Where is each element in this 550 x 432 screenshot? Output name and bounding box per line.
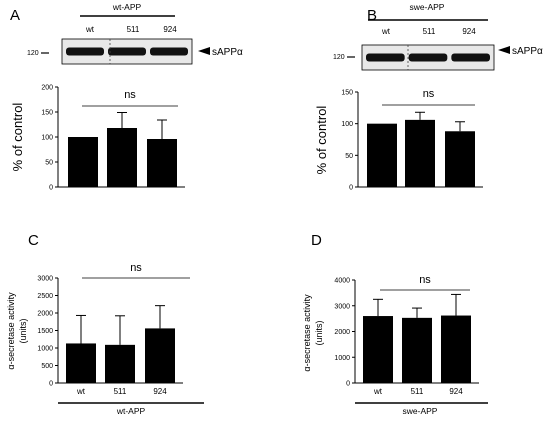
significance-label: ns [130, 262, 142, 274]
lane-label: 924 [462, 27, 476, 36]
y-tick-label: 3000 [334, 303, 350, 310]
blot-band [451, 53, 490, 62]
bar [445, 131, 475, 187]
bar [145, 328, 175, 383]
bar [363, 316, 393, 383]
band-arrow-icon [198, 47, 210, 55]
band-label: sAPPα [512, 46, 543, 57]
construct-label: swe-APP [403, 406, 438, 416]
y-tick-label: 100 [41, 135, 53, 142]
x-tick-label: wt [76, 387, 86, 396]
y-tick-label: 1000 [37, 346, 53, 353]
blot-band [108, 47, 146, 56]
y-tick-label: 4000 [334, 278, 350, 285]
y-tick-label: 2500 [37, 293, 53, 300]
construct-label: wt-APP [116, 406, 146, 416]
y-tick-label: 50 [45, 160, 53, 167]
lane-label: 511 [127, 25, 140, 34]
significance-label: ns [124, 89, 136, 101]
y-tick-label: 150 [341, 90, 353, 97]
blot-band [150, 47, 188, 56]
y-tick-label: 500 [41, 363, 53, 370]
y-tick-label: 0 [49, 381, 53, 388]
x-tick-label: 924 [153, 387, 167, 396]
y-tick-label: 1500 [37, 328, 53, 335]
x-tick-label: 511 [114, 387, 127, 396]
band-label: sAPPα [212, 47, 243, 58]
y-tick-label: 0 [346, 381, 350, 388]
y-axis-label: % of control [10, 103, 25, 172]
bar [441, 315, 471, 383]
bar [367, 123, 397, 187]
construct-label: wt-APP [112, 2, 142, 12]
mw-marker: 120 [27, 50, 39, 57]
y-tick-label: 100 [341, 121, 353, 128]
lane-label: wt [381, 27, 391, 36]
y-axis-label: α-secretase activity [302, 294, 312, 372]
y-tick-label: 2000 [334, 329, 350, 336]
bar [147, 139, 177, 187]
panel-letter: D [311, 232, 322, 249]
panel-letter: B [367, 7, 377, 24]
panel-d: D 0 1000 2000 3000 4000 ns α-secretase activity… [302, 232, 488, 416]
bar [66, 343, 96, 383]
lane-label: wt [85, 25, 95, 34]
y-tick-label: 0 [49, 185, 53, 192]
lane-label: 511 [423, 27, 436, 36]
y-axis-label: α-secretase activity [6, 292, 16, 370]
x-tick-label: 924 [449, 387, 463, 396]
panel-letter: A [10, 7, 20, 24]
y-axis-label: % of control [314, 106, 329, 175]
y-axis-label-units: (units) [314, 320, 324, 345]
y-tick-label: 50 [345, 153, 353, 160]
y-tick-label: 3000 [37, 276, 53, 283]
significance-label: ns [419, 274, 431, 286]
significance-label: ns [423, 88, 435, 100]
bar [68, 137, 98, 187]
x-tick-label: 511 [411, 387, 424, 396]
mw-marker: 120 [333, 54, 345, 61]
y-axis-label-units: (units) [18, 318, 28, 343]
y-tick-label: 1000 [334, 355, 350, 362]
y-tick-label: 0 [349, 185, 353, 192]
bar [402, 317, 432, 383]
x-tick-label: wt [373, 387, 383, 396]
panel-c: C 0 500 1000 1500 2000 2500 3000 ns α-secretase a… [6, 232, 204, 416]
blot-band [366, 53, 405, 62]
bar [405, 119, 435, 187]
y-tick-label: 2000 [37, 311, 53, 318]
y-tick-label: 150 [41, 110, 53, 117]
y-tick-label: 200 [41, 85, 53, 92]
panel-letter: C [28, 232, 39, 249]
construct-label: swe-APP [410, 2, 445, 12]
lane-label: 924 [163, 25, 177, 34]
bar [107, 128, 137, 187]
bar [105, 344, 135, 383]
blot-band [408, 53, 448, 62]
band-arrow-icon [498, 46, 510, 54]
blot-band [66, 47, 104, 56]
